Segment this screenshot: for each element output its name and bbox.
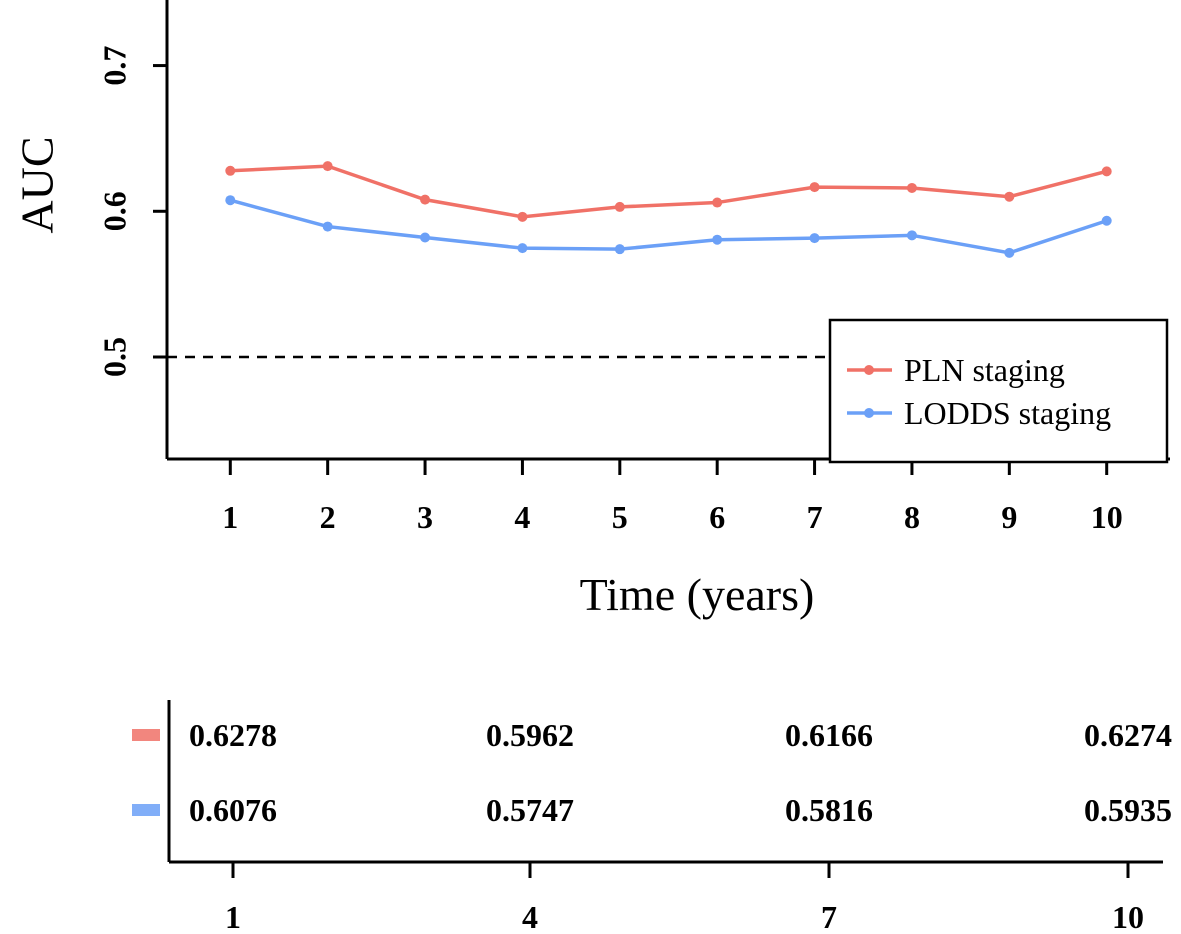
x-tick-label-2: 3	[417, 499, 433, 535]
table-cell-0-2: 0.6166	[785, 717, 873, 753]
table-cell-0-0: 0.6278	[189, 717, 277, 753]
point-0-7	[906, 182, 917, 193]
point-0-9	[1101, 166, 1112, 177]
x-axis-label: Time (years)	[580, 569, 815, 620]
table-cell-1-0: 0.6076	[189, 792, 277, 828]
y-tick-label-2: 0.7	[96, 46, 132, 86]
table-rows: 0.6278 0.5962 0.6166 0.6274 0.6076 0.5747 0.58…	[132, 717, 1172, 828]
table-x-tick-label-0: 1	[225, 899, 241, 934]
x-tick-label-8: 9	[1001, 499, 1017, 535]
point-1-3	[517, 243, 528, 254]
y-tick-label-1: 0.6	[96, 191, 132, 231]
point-1-1	[322, 221, 333, 232]
table-x-tick-label-1: 4	[522, 899, 538, 934]
x-tick-label-5: 6	[709, 499, 725, 535]
point-1-6	[809, 233, 820, 244]
series-line-0	[230, 164, 1108, 219]
y-tick-label-0: 0.5	[96, 337, 132, 377]
x-tick-label-4: 5	[612, 499, 628, 535]
table-cell-1-1: 0.5747	[486, 792, 574, 828]
y-ticks: 0.5 0.6 0.7	[96, 46, 167, 377]
point-0-2	[420, 194, 431, 205]
table-cell-1-3: 0.5935	[1084, 792, 1172, 828]
series-line-1	[229, 198, 1108, 255]
point-1-7	[906, 230, 917, 241]
x-tick-label-7: 8	[904, 499, 920, 535]
point-1-9	[1101, 215, 1112, 226]
x-tick-label-1: 2	[320, 499, 336, 535]
legend-marker-0	[864, 365, 874, 375]
x-tick-label-3: 4	[514, 499, 530, 535]
x-tick-label-6: 7	[807, 499, 823, 535]
table-cell-0-1: 0.5962	[486, 717, 574, 753]
x-tick-label-0: 1	[222, 499, 238, 535]
point-0-8	[1004, 191, 1015, 202]
point-0-4	[614, 201, 625, 212]
point-0-3	[517, 211, 528, 222]
point-1-0	[225, 195, 236, 206]
point-1-5	[712, 234, 723, 245]
legend-label-0: PLN staging	[904, 352, 1065, 388]
table-x-ticks: 1 4 7 10	[225, 862, 1144, 934]
auc-table: 0.6278 0.5962 0.6166 0.6274 0.6076 0.5747 0.58…	[132, 700, 1172, 934]
point-0-1	[322, 161, 333, 172]
legend-box	[828, 318, 1169, 464]
legend-marker-1	[864, 408, 874, 418]
series-layer	[225, 161, 1112, 258]
table-cell-0-3: 0.6274	[1084, 717, 1172, 753]
table-row-swatch-1	[132, 804, 160, 816]
point-1-2	[420, 232, 431, 243]
legend: PLN staging LODDS staging	[828, 318, 1169, 464]
main-plot: 0.5 0.6 0.7 1 2 3 4 5 6 7 8 9 10 AUC Time (years)	[12, 0, 1170, 620]
point-1-8	[1004, 247, 1015, 258]
legend-label-1: LODDS staging	[904, 395, 1111, 431]
table-row-swatch-0	[132, 729, 160, 741]
x-tick-label-9: 10	[1091, 499, 1123, 535]
table-x-tick-label-2: 7	[821, 899, 837, 934]
table-cell-1-2: 0.5816	[785, 792, 873, 828]
legend-items: PLN staging LODDS staging	[847, 352, 1111, 431]
table-x-tick-label-3: 10	[1112, 899, 1144, 934]
point-0-6	[809, 182, 820, 193]
point-1-4	[614, 244, 625, 255]
y-axis-label: AUC	[12, 136, 63, 233]
point-0-5	[712, 197, 723, 208]
point-0-0	[225, 165, 236, 176]
x-ticks: 1 2 3 4 5 6 7 8 9 10	[222, 459, 1123, 535]
